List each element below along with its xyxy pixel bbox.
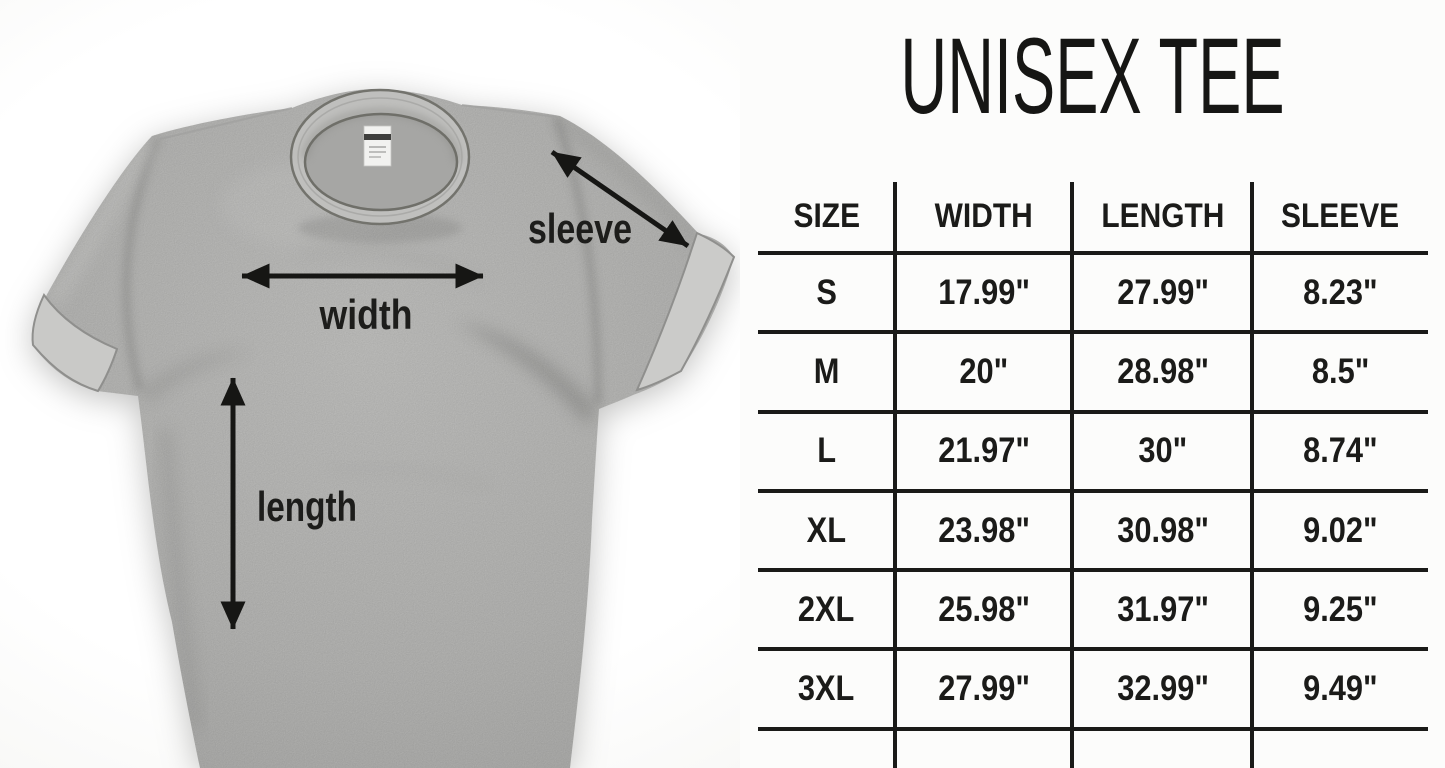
table-cell-size: 3XL [798,669,855,709]
table-row: XL 23.98" 30.98" 9.02" [758,493,1428,573]
table-cell-sleeve: 8.74" [1303,431,1378,471]
table-cell-sleeve: 9.49" [1303,669,1378,709]
collar-tag [363,125,392,167]
sleeve-label: sleeve [528,205,632,252]
left-sleeve-cuff [31,293,119,393]
table-cell-sleeve: 8.23" [1303,272,1378,312]
size-chart-table: SIZE WIDTH LENGTH SLEEVE S 17.99" 27.99" 8.… [758,182,1428,768]
table-cell-size: 2XL [798,589,855,629]
table-divider [1070,182,1074,768]
table-row: M 20" 28.98" 8.5" [758,334,1428,414]
table-cell-length: 27.99" [1117,272,1209,312]
table-cell-width: 23.98" [938,510,1030,550]
table-cell-length: 30.98" [1117,510,1209,550]
table-cell-length: 31.97" [1117,589,1209,629]
table-cell-length: 28.98" [1117,351,1209,391]
table-divider [893,182,897,768]
table-cell-width: 25.98" [938,589,1030,629]
tshirt-body-group [31,88,736,768]
table-cell-width: 20" [959,351,1009,391]
column-header-size: SIZE [793,197,860,235]
table-row: L 21.97" 30" 8.74" [758,414,1428,493]
table-row: S 17.99" 27.99" 8.23" [758,255,1428,335]
tshirt-photo-panel: width length sleeve [0,0,740,768]
table-cell-width: 17.99" [938,272,1030,312]
size-chart-panel: UNISEX TEE SIZE WIDTH LENGTH SLEEVE S 17.… [740,0,1445,768]
table-row: 2XL 25.98" 31.97" 9.25" [758,572,1428,652]
table-divider [1250,182,1254,768]
column-header-length: LENGTH [1101,197,1225,235]
chart-title: UNISEX TEE [900,15,1285,136]
width-label: width [319,291,413,338]
table-cell-size: M [813,351,840,391]
table-header-row: SIZE WIDTH LENGTH SLEEVE [758,182,1428,255]
tshirt-graphic: width length sleeve [31,88,736,768]
table-cell-size: XL [806,510,847,550]
table-cell-length: 32.99" [1117,669,1209,709]
table-cell-sleeve: 8.5" [1311,351,1370,391]
right-sleeve-cuff [635,231,736,392]
table-cell-size: S [816,272,837,312]
table-cell-width: 27.99" [938,669,1030,709]
table-cell-sleeve: 9.02" [1303,510,1378,550]
table-cell-size: L [817,431,836,471]
size-table-rows: S 17.99" 27.99" 8.23" M 20" 28.98" 8.5" L 21.97" 3… [758,255,1428,731]
table-cell-length: 30" [1138,431,1188,471]
length-label: length [257,483,357,530]
column-header-width: WIDTH [934,197,1034,235]
table-row: 3XL 27.99" 32.99" 9.49" [758,651,1428,731]
column-header-sleeve: SLEEVE [1281,197,1400,235]
table-cell-sleeve: 9.25" [1303,589,1378,629]
table-cell-width: 21.97" [938,431,1030,471]
tshirt-collar [289,88,471,226]
sleeve-arrow [550,149,690,249]
